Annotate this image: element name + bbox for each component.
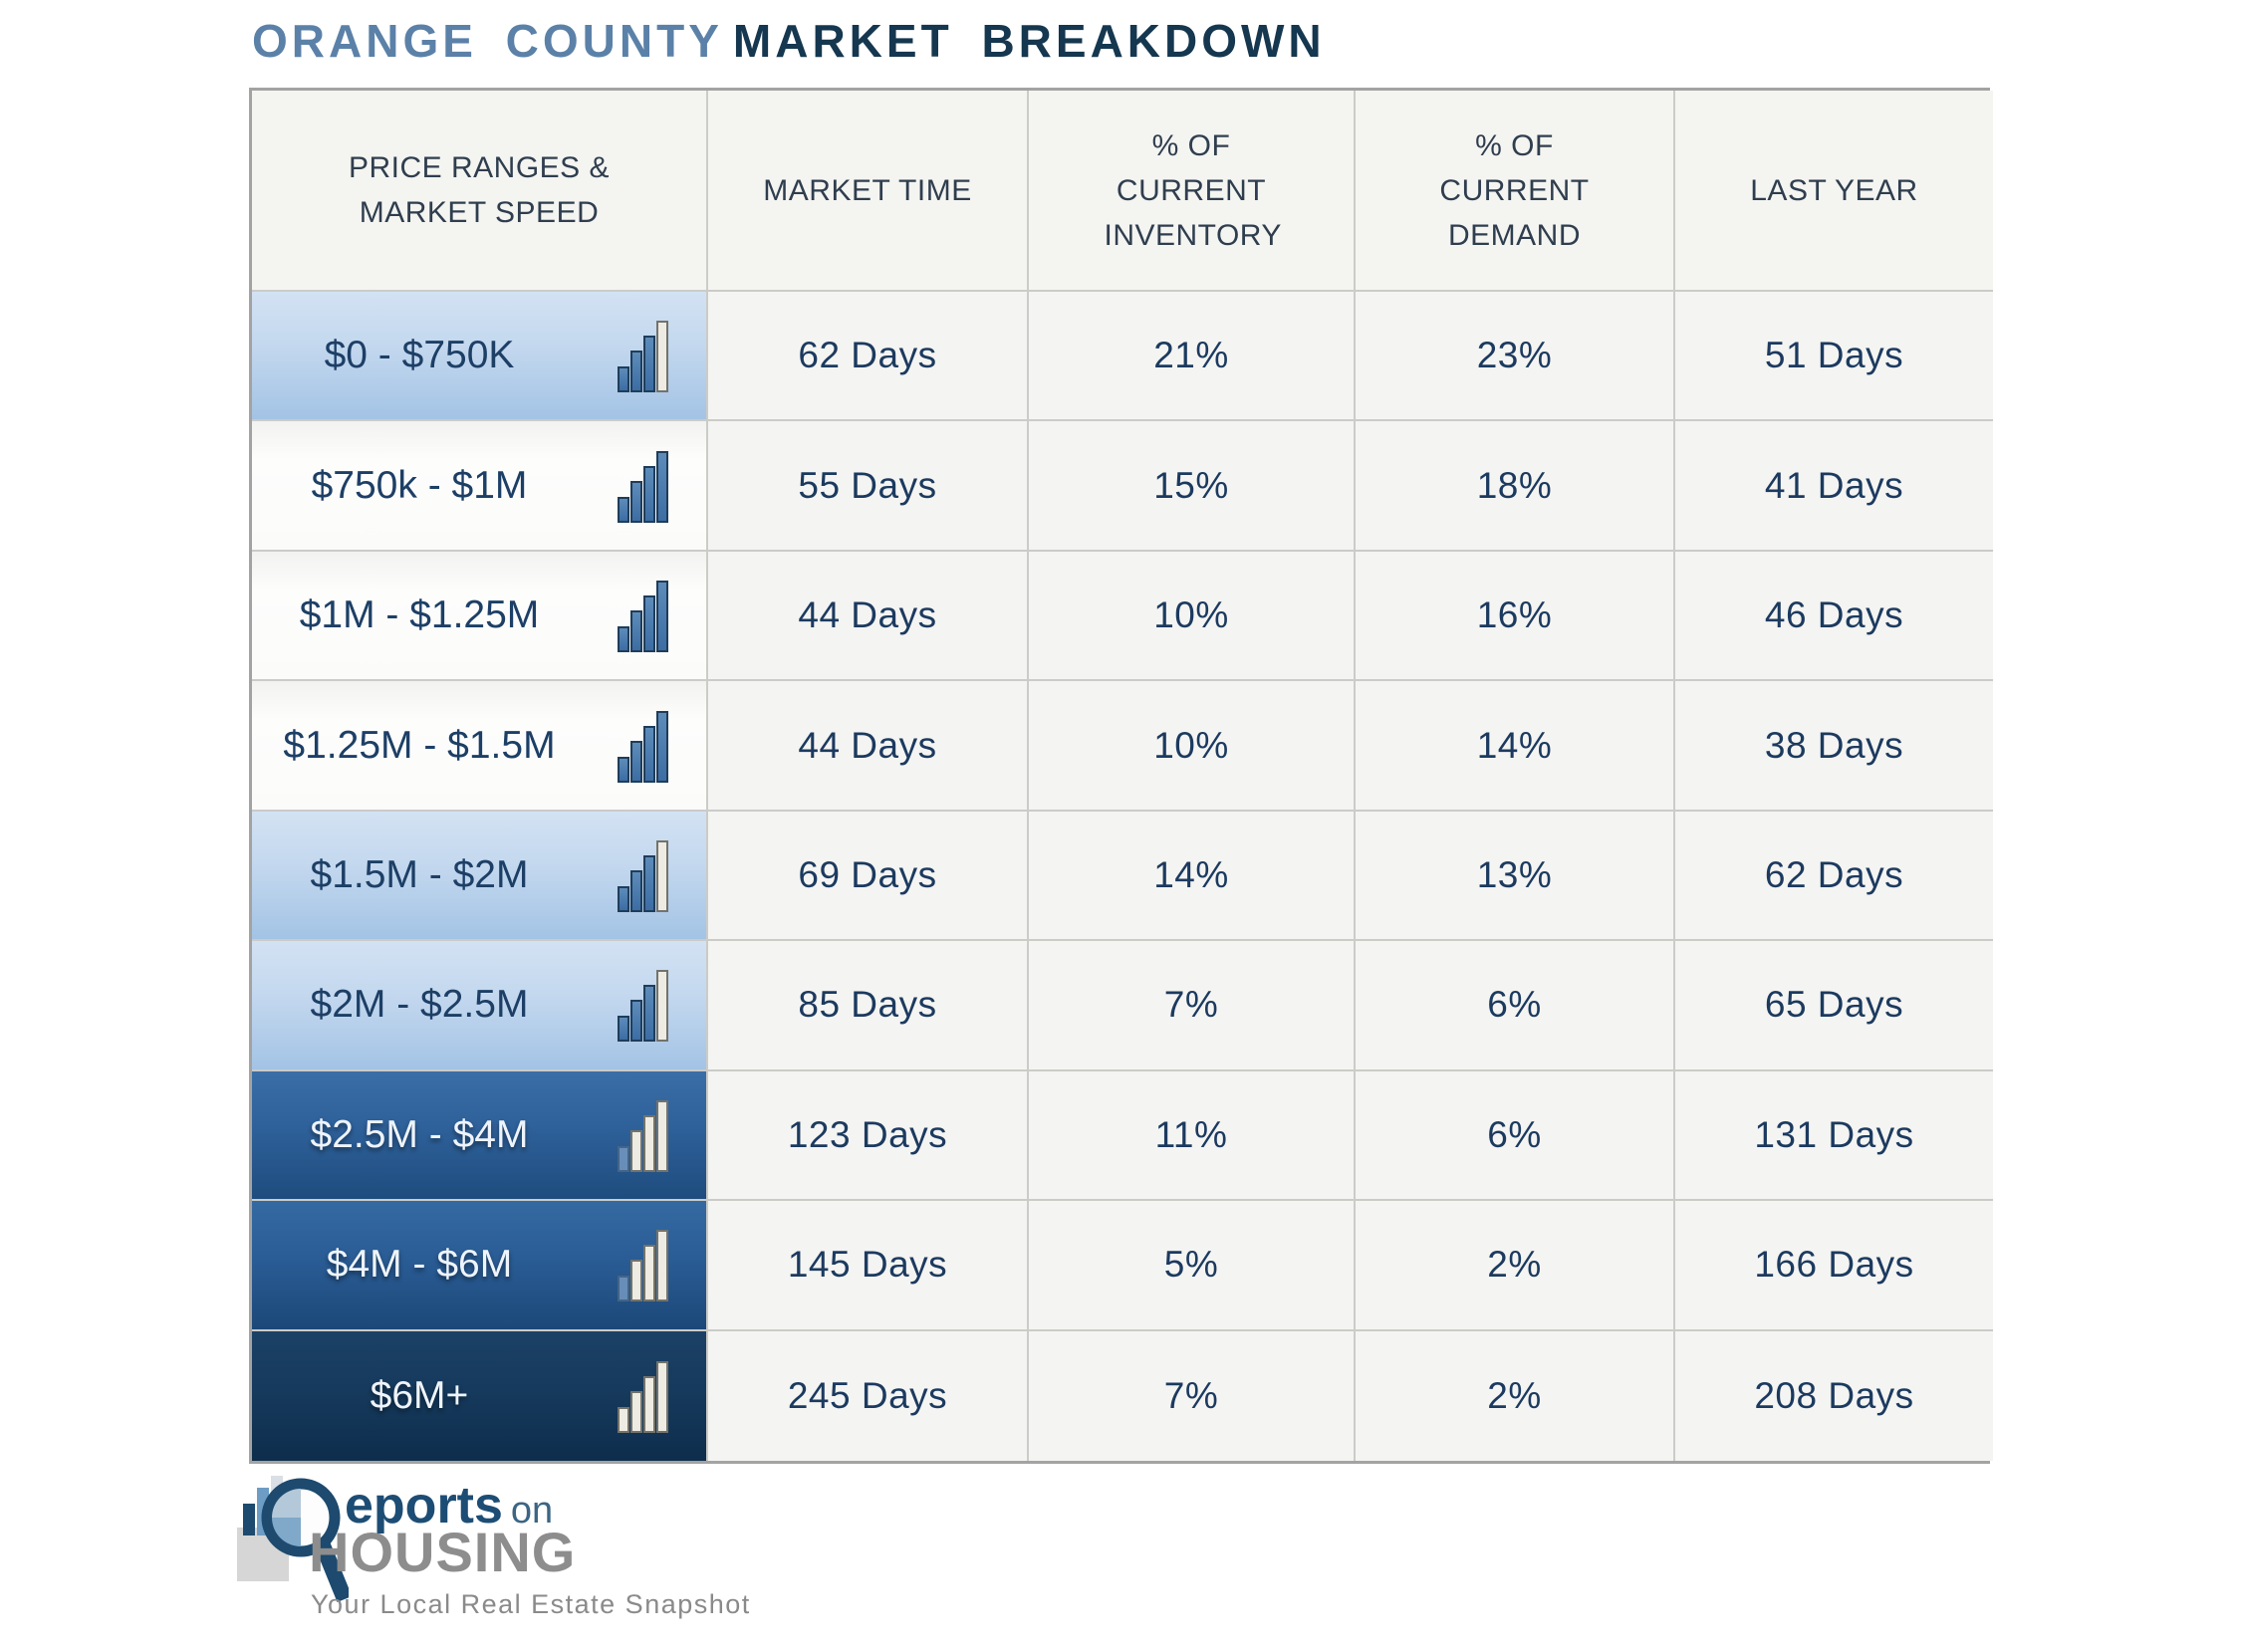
logo-tagline: Your Local Real Estate Snapshot [311, 1589, 751, 1619]
logo-text-reports: eports [345, 1477, 503, 1534]
col-header-last-year: LAST YEAR [1675, 91, 1993, 292]
page-title: ORANGE COUNTY MARKET BREAKDOWN [252, 14, 1326, 68]
price-range-label: $2.5M - $4M [310, 1112, 529, 1156]
last-year-value: 131 Days [1675, 1070, 1993, 1202]
price-range-label: $2M - $2.5M [310, 983, 529, 1027]
price-range-label: $6M+ [370, 1373, 469, 1417]
last-year-value: 46 Days [1675, 551, 1993, 682]
demand-pct-value: 16% [1356, 551, 1675, 682]
price-range-cell: $6M+ [252, 1330, 708, 1461]
inventory-pct-value: 7% [1029, 941, 1356, 1071]
col-header-current-demand: % OF CURRENT DEMAND [1356, 91, 1675, 292]
market-speed-bar-chart-icon [618, 1098, 668, 1172]
reports-on-housing-logo: eports on HOUSING Your Local Real Estate … [237, 1468, 934, 1637]
last-year-value: 208 Days [1675, 1330, 1993, 1461]
inventory-pct-value: 10% [1029, 681, 1356, 812]
price-range-cell: $1M - $1.25M [252, 551, 708, 682]
last-year-value: 65 Days [1675, 941, 1993, 1071]
inventory-pct-value: 5% [1029, 1201, 1356, 1331]
demand-pct-value: 14% [1356, 681, 1675, 812]
logo-wordmark-line1: eports on [345, 1476, 553, 1535]
logo-text-on: on [510, 1490, 554, 1532]
last-year-value: 51 Days [1675, 292, 1993, 422]
inventory-pct-value: 10% [1029, 551, 1356, 682]
col-header-current-inventory: % OF CURRENT INVENTORY [1029, 91, 1356, 292]
last-year-value: 41 Days [1675, 421, 1993, 552]
market-speed-bar-chart-icon [618, 838, 668, 912]
inventory-pct-value: 11% [1029, 1070, 1356, 1202]
last-year-value: 38 Days [1675, 681, 1993, 812]
market-time-value: 69 Days [708, 811, 1029, 942]
market-speed-bar-chart-icon [618, 579, 668, 653]
price-range-cell: $2.5M - $4M [252, 1070, 708, 1202]
last-year-value: 166 Days [1675, 1201, 1993, 1331]
demand-pct-value: 13% [1356, 811, 1675, 942]
price-range-label: $0 - $750K [324, 334, 515, 377]
demand-pct-value: 6% [1356, 941, 1675, 1071]
last-year-value: 62 Days [1675, 811, 1993, 942]
page-title-dark: MARKET BREAKDOWN [732, 15, 1326, 67]
price-range-label: $4M - $6M [326, 1243, 513, 1287]
demand-pct-value: 2% [1356, 1201, 1675, 1331]
price-range-cell: $1.5M - $2M [252, 811, 708, 942]
demand-pct-value: 18% [1356, 421, 1675, 552]
market-time-value: 245 Days [708, 1330, 1029, 1461]
market-speed-bar-chart-icon [618, 968, 668, 1043]
market-time-value: 44 Days [708, 681, 1029, 812]
inventory-pct-value: 14% [1029, 811, 1356, 942]
market-time-value: 85 Days [708, 941, 1029, 1071]
price-range-cell: $4M - $6M [252, 1201, 708, 1331]
inventory-pct-value: 7% [1029, 1330, 1356, 1461]
market-speed-bar-chart-icon [618, 1228, 668, 1302]
demand-pct-value: 6% [1356, 1070, 1675, 1202]
market-speed-bar-chart-icon [618, 449, 668, 523]
price-range-cell: $2M - $2.5M [252, 941, 708, 1071]
price-range-cell: $0 - $750K [252, 292, 708, 422]
col-header-market-time: MARKET TIME [708, 91, 1029, 292]
market-time-value: 123 Days [708, 1070, 1029, 1202]
logo-text-housing: HOUSING [309, 1521, 577, 1583]
page-title-accent: ORANGE COUNTY [252, 15, 723, 67]
market-breakdown-table: PRICE RANGES & MARKET SPEED MARKET TIME … [249, 88, 1993, 1464]
market-speed-bar-chart-icon [618, 709, 668, 783]
magnifier-bar-chart-icon [237, 1476, 349, 1603]
market-time-value: 62 Days [708, 292, 1029, 422]
price-range-label: $1.25M - $1.5M [283, 723, 556, 767]
inventory-pct-value: 21% [1029, 292, 1356, 422]
market-time-value: 145 Days [708, 1201, 1029, 1331]
col-header-price-ranges: PRICE RANGES & MARKET SPEED [252, 91, 708, 292]
price-range-label: $750k - $1M [311, 463, 528, 507]
price-range-label: $1M - $1.25M [299, 593, 540, 637]
inventory-pct-value: 15% [1029, 421, 1356, 552]
demand-pct-value: 2% [1356, 1330, 1675, 1461]
demand-pct-value: 23% [1356, 292, 1675, 422]
market-speed-bar-chart-icon [618, 1359, 668, 1433]
price-range-label: $1.5M - $2M [310, 852, 529, 896]
market-time-value: 55 Days [708, 421, 1029, 552]
market-time-value: 44 Days [708, 551, 1029, 682]
market-speed-bar-chart-icon [618, 319, 668, 393]
price-range-cell: $1.25M - $1.5M [252, 681, 708, 812]
price-range-cell: $750k - $1M [252, 421, 708, 552]
